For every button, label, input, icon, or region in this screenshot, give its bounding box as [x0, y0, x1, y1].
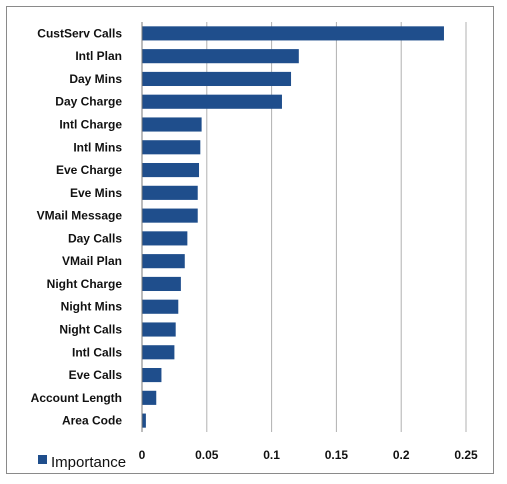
bar	[142, 208, 198, 223]
category-label: Night Charge	[47, 277, 123, 291]
x-tick-labels: 0 0.05 0.1 0.15 0.2 0.25	[139, 448, 478, 462]
category-label: Day Calls	[68, 231, 122, 245]
x-tick-label: 0.2	[393, 448, 410, 462]
bar	[142, 299, 179, 314]
bar	[142, 162, 200, 178]
category-labels: CustServ Calls Intl Plan Day Mins Day Charg…	[31, 26, 123, 427]
category-label: VMail Plan	[62, 254, 122, 268]
category-label: Night Mins	[61, 300, 123, 314]
bar	[142, 322, 176, 337]
bar	[142, 413, 146, 428]
legend-swatch-importance	[38, 455, 47, 464]
category-label: Eve Calls	[69, 368, 123, 382]
category-label: Intl Mins	[73, 140, 122, 154]
bar	[142, 390, 157, 405]
x-tick-label: 0.25	[454, 448, 478, 462]
category-label: Intl Plan	[75, 49, 122, 63]
category-label: Account Length	[31, 391, 122, 405]
bar	[142, 345, 175, 360]
bar	[142, 117, 202, 132]
bar	[142, 26, 444, 41]
legend: Importance	[38, 454, 126, 471]
grid-lines	[206, 22, 467, 432]
x-tick-label: 0	[139, 448, 146, 462]
category-label: Intl Charge	[59, 118, 122, 132]
bar	[142, 49, 299, 64]
legend-label-importance: Importance	[51, 454, 126, 471]
category-label: Eve Charge	[56, 163, 122, 177]
bar	[142, 94, 282, 109]
bar	[142, 71, 292, 87]
category-label: Day Mins	[69, 72, 122, 86]
bar	[142, 185, 198, 200]
x-tick-label: 0.05	[195, 448, 219, 462]
category-label: CustServ Calls	[37, 26, 122, 40]
category-label: Night Calls	[59, 323, 122, 337]
x-tick-label: 0.15	[325, 448, 349, 462]
bars	[142, 26, 444, 428]
category-label: Area Code	[62, 414, 122, 428]
bar	[142, 231, 188, 246]
x-tick-label: 0.1	[263, 448, 280, 462]
category-label: Day Charge	[55, 95, 122, 109]
bar	[142, 254, 185, 269]
bar	[142, 367, 162, 383]
category-label: VMail Message	[37, 209, 123, 223]
bar	[142, 140, 201, 155]
bar	[142, 276, 181, 292]
category-label: Eve Mins	[70, 186, 122, 200]
category-label: Intl Calls	[72, 345, 122, 359]
